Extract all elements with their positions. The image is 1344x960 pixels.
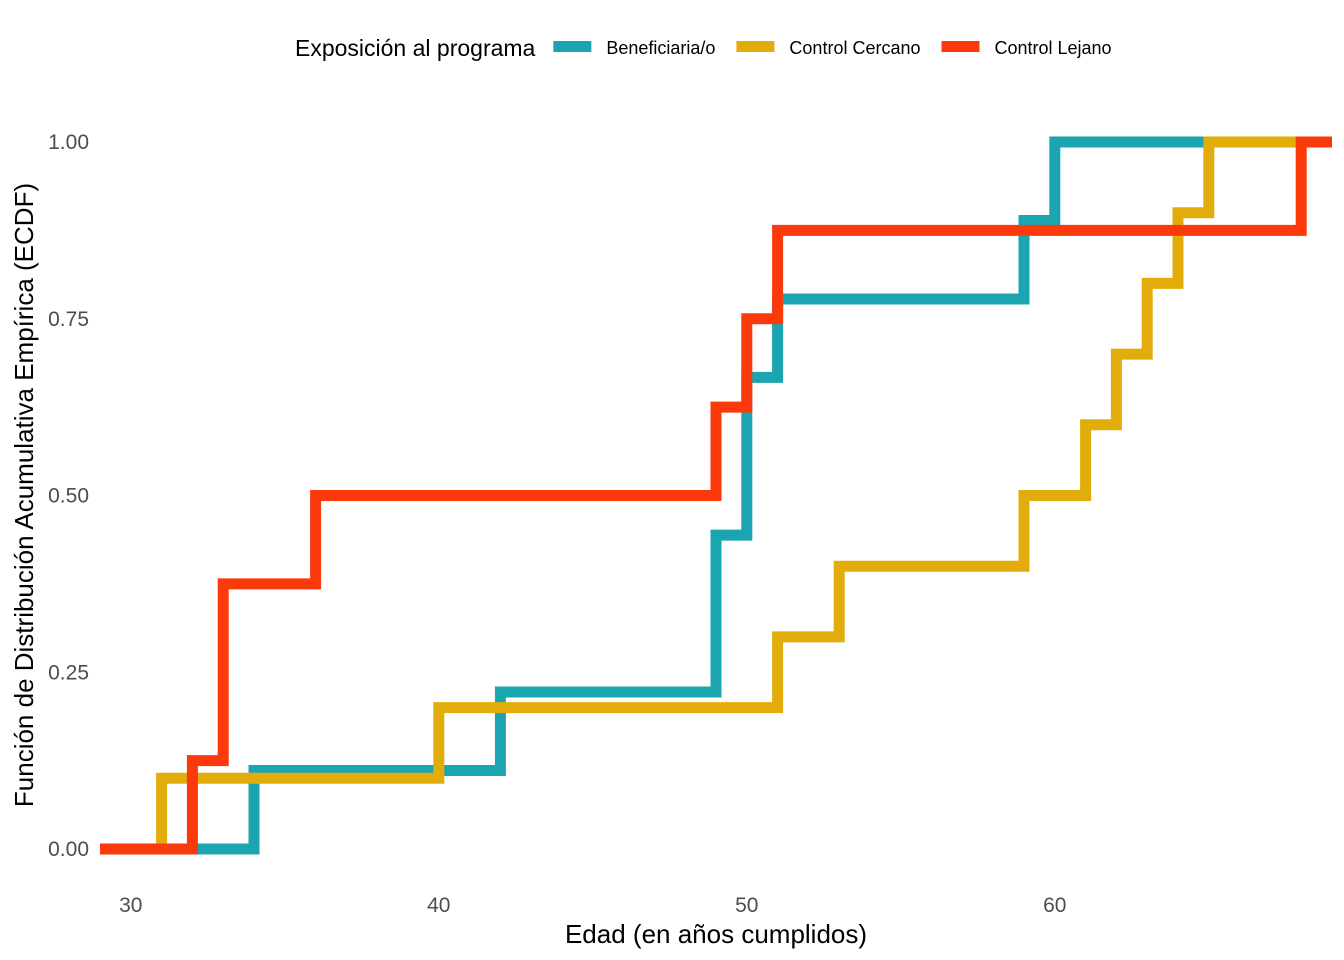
y-tick-label: 0.50 — [48, 485, 89, 508]
series-line-control-cercano — [100, 136, 1332, 855]
x-tick-label: 40 — [427, 894, 450, 917]
y-tick-label: 1.00 — [48, 131, 89, 154]
x-axis: 30 40 50 60 — [119, 894, 1066, 917]
legend-label-beneficiaria-o: Beneficiaria/o — [606, 38, 715, 58]
legend-label-control-cercano: Control Cercano — [789, 38, 920, 58]
y-tick-label: 0.00 — [48, 838, 89, 861]
legend-key-beneficiaria-o — [553, 41, 592, 52]
y-axis: 0.00 0.25 0.50 0.75 1.00 — [48, 131, 89, 861]
legend-title: Exposición al programa — [295, 35, 536, 61]
series-line-beneficiaria-o — [100, 136, 1332, 855]
y-tick-label: 0.75 — [48, 308, 89, 331]
x-tick-label: 30 — [119, 894, 142, 917]
legend-key-control-cercano — [736, 41, 775, 52]
legend-label-control-lejano: Control Lejano — [994, 38, 1111, 58]
x-tick-label: 60 — [1043, 894, 1066, 917]
x-tick-label: 50 — [735, 894, 758, 917]
series-lines — [100, 136, 1332, 855]
series-line-control-lejano — [100, 136, 1332, 855]
y-tick-label: 0.25 — [48, 661, 89, 684]
legend-key-control-lejano — [941, 41, 980, 52]
x-axis-title: Edad (en años cumplidos) — [565, 919, 867, 949]
legend: Exposición al programa Beneficiaria/o Con… — [295, 35, 1112, 61]
y-axis-title: Función de Distribución Acumulativa Empí… — [9, 183, 39, 807]
